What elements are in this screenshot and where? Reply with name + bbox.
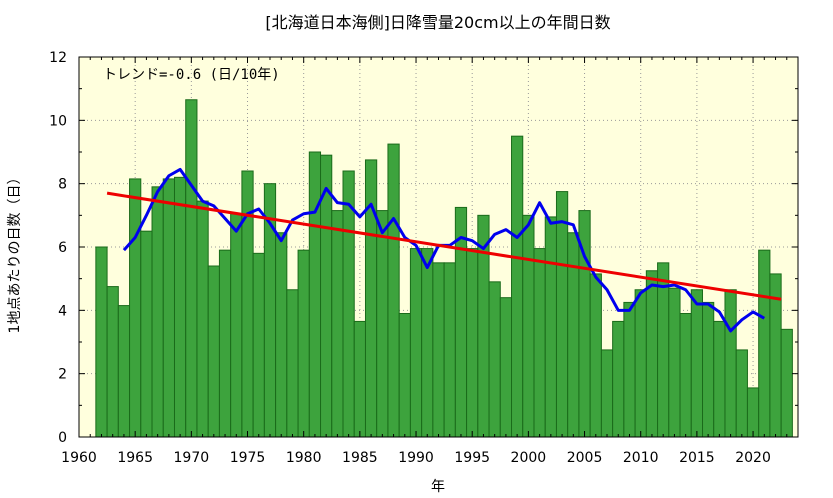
bar [522, 214, 535, 438]
x-tick-label: 2010 [623, 450, 659, 466]
bar [589, 273, 602, 438]
bar [432, 262, 445, 438]
bar [735, 349, 748, 438]
x-tick-label: 2005 [567, 450, 603, 466]
x-tick-label: 1985 [342, 450, 378, 466]
bar [196, 200, 209, 438]
bar [567, 232, 580, 438]
bar [544, 216, 557, 438]
bar [713, 320, 726, 438]
bar [106, 286, 119, 438]
bar [252, 252, 265, 438]
bar [151, 186, 164, 438]
bar [623, 301, 636, 438]
x-axis-label: 年 [431, 479, 445, 495]
bar [398, 313, 411, 438]
x-tick-label: 1995 [454, 450, 490, 466]
x-tick-label: 1965 [117, 450, 153, 466]
bar [218, 249, 232, 438]
y-axis-label: 1地点あたりの日数（日） [7, 171, 23, 334]
bar [702, 301, 715, 438]
bar [140, 230, 153, 438]
bar [443, 262, 456, 438]
bar [612, 320, 625, 438]
y-axis: 0 2 4 6 8 10 12 [49, 50, 798, 446]
bar [555, 191, 569, 438]
x-tick-label: 2020 [735, 450, 771, 466]
x-axis: 1960 1965 1970 1975 1980 1985 1990 1995 2000 2005… [61, 57, 788, 466]
bar [421, 248, 434, 438]
chart-title: [北海道日本海側]日降雪量20cm以上の年間日数 [265, 13, 610, 32]
bar [331, 210, 344, 438]
y-tick-label: 6 [58, 240, 67, 256]
y-tick-label: 0 [58, 430, 67, 446]
bar [600, 349, 614, 438]
bar [668, 287, 681, 438]
bar [376, 210, 389, 438]
y-tick-label: 4 [58, 303, 67, 319]
bar [746, 387, 760, 438]
x-tick-label: 1990 [398, 450, 434, 466]
bar [499, 297, 513, 438]
bar [634, 289, 647, 438]
bar [533, 248, 546, 438]
x-tick-label: 1960 [61, 450, 97, 466]
bar [724, 289, 737, 438]
bar [690, 289, 704, 438]
bar [364, 159, 378, 438]
bar [353, 320, 366, 438]
bar [286, 289, 299, 438]
bar [230, 213, 243, 438]
x-tick-label: 1980 [286, 450, 322, 466]
bars [95, 99, 793, 438]
bar [780, 328, 793, 438]
y-tick-label: 8 [58, 177, 67, 193]
y-tick-label: 2 [58, 367, 67, 383]
bar [275, 232, 288, 438]
x-tick-label: 2000 [511, 450, 547, 466]
bar [679, 313, 692, 438]
bar [511, 135, 524, 438]
bar [758, 249, 771, 438]
bar [409, 248, 423, 438]
bar [117, 305, 131, 438]
y-tick-label: 12 [49, 50, 67, 66]
trend-annotation: トレンド=-0.6 (日/10年) [103, 67, 280, 83]
bar [173, 176, 187, 438]
bar [308, 151, 322, 438]
x-tick-label: 2015 [679, 450, 715, 466]
bar [387, 143, 400, 438]
bar [488, 281, 501, 438]
bar [645, 270, 659, 438]
x-tick-label: 1975 [230, 450, 266, 466]
bar [297, 249, 310, 438]
bar [657, 262, 670, 438]
y-tick-label: 10 [49, 113, 67, 129]
x-tick-label: 1970 [174, 450, 210, 466]
bar [207, 265, 220, 438]
bar [162, 178, 175, 438]
bar [129, 178, 142, 438]
bar [95, 246, 108, 438]
bar [466, 248, 479, 438]
bar [185, 99, 198, 438]
trend-line [106, 191, 782, 301]
